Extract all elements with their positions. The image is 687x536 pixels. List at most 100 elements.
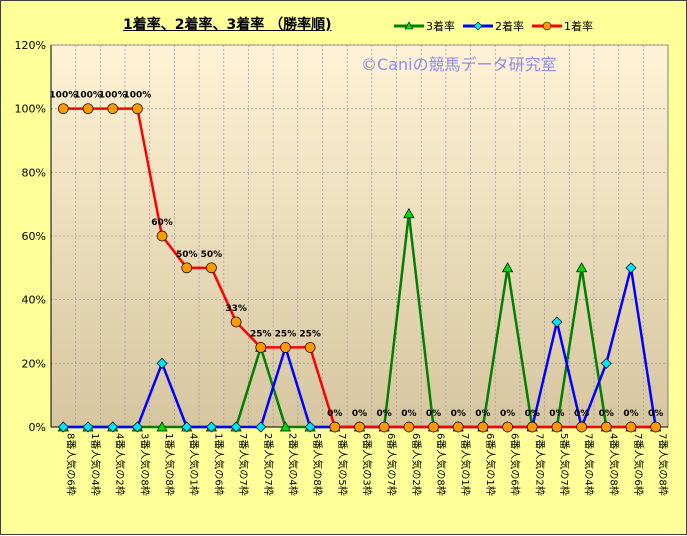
data-point-circle [206, 262, 217, 274]
data-label: 0% [549, 409, 564, 419]
x-tick-label: 7番人気の1枠 [459, 433, 472, 496]
data-point-circle [304, 342, 316, 353]
data-label: 0% [451, 409, 466, 419]
circle-marker-icon [532, 21, 562, 31]
x-tick-label: 6番人気の7枠 [385, 433, 398, 496]
legend-item-3chaku: 3着率 [394, 18, 455, 34]
data-point-circle [650, 421, 662, 433]
data-point-diamond [82, 421, 94, 433]
data-point-circle [576, 421, 587, 433]
data-point-circle [625, 421, 637, 433]
x-tick-label: 4番人気の8枠 [607, 433, 620, 496]
y-tick-label: 80% [22, 166, 46, 179]
data-point-diamond [181, 421, 193, 433]
data-label: 50% [176, 250, 198, 260]
legend: 3着率 2着率 1着率 [394, 18, 593, 34]
legend-label: 1着率 [564, 20, 593, 33]
data-label: 0% [648, 409, 663, 419]
watermark: ©Caniの競馬データ研究室 [361, 55, 557, 74]
data-label: 0% [352, 409, 367, 419]
data-point-diamond [57, 421, 69, 433]
data-label: 0% [525, 409, 540, 419]
x-tick-label: 6番人気の2枠 [410, 433, 423, 496]
data-label: 25% [275, 329, 297, 339]
data-point-circle [57, 103, 69, 115]
legend-item-2chaku: 2着率 [463, 18, 524, 34]
diamond-marker-icon [463, 21, 493, 31]
data-point-circle [82, 103, 94, 115]
data-point-triangle [156, 421, 168, 432]
y-tick-label: 40% [22, 294, 46, 307]
data-label: 0% [327, 409, 342, 419]
data-label: 60% [151, 218, 173, 228]
data-point-circle [230, 316, 242, 328]
data-point-circle [255, 342, 267, 353]
data-point-diamond [156, 357, 168, 369]
data-point-circle [156, 230, 168, 242]
data-label: 0% [599, 409, 614, 419]
data-point-circle [107, 103, 119, 115]
x-tick-label: 6番人気の8枠 [435, 433, 448, 496]
data-point-diamond [551, 316, 563, 328]
data-label: 50% [201, 250, 223, 260]
x-tick-label: 1番人気の6枠 [212, 433, 225, 496]
data-point-diamond [131, 421, 143, 433]
data-label: 100% [123, 91, 151, 101]
y-tick-label: 0% [29, 421, 46, 434]
chart-title: 1着率、2着率、3着率 （勝率順) [123, 17, 332, 33]
data-label: 0% [500, 409, 515, 419]
x-tick-label: 6番人気の3枠 [361, 433, 374, 496]
data-point-triangle [501, 262, 514, 273]
data-label: 33% [225, 304, 247, 314]
y-tick-label: 60% [22, 230, 46, 243]
data-point-diamond [205, 421, 217, 433]
x-tick-label: 1番人気の8枠 [163, 433, 176, 496]
legend-label: 3着率 [426, 20, 455, 33]
x-tick-label: 8番人気の6枠 [64, 433, 77, 496]
data-label: 100% [49, 91, 77, 101]
x-tick-label: 5番人気の8枠 [311, 433, 324, 496]
data-point-diamond [304, 421, 316, 433]
x-tick-label: 7番人気の5枠 [336, 433, 349, 496]
data-label: 100% [74, 91, 102, 101]
data-label: 25% [299, 329, 321, 339]
data-point-circle [502, 421, 513, 433]
data-point-circle [600, 421, 612, 433]
y-tick-label: 120% [15, 39, 46, 52]
x-tick-label: 1番人気の4枠 [89, 433, 102, 496]
y-tick-label: 20% [22, 357, 46, 370]
data-point-circle [132, 103, 143, 115]
y-tick-label: 100% [15, 103, 46, 116]
data-label: 0% [475, 409, 490, 419]
x-tick-label: 3番人気の8枠 [138, 433, 151, 496]
data-point-circle [354, 421, 365, 433]
x-tick-label: 6番人気の6枠 [509, 433, 522, 496]
data-point-diamond [625, 262, 637, 274]
x-tick-label: 2番人気の7枠 [262, 433, 275, 496]
data-label: 100% [99, 91, 127, 101]
legend-item-1chaku: 1着率 [532, 18, 593, 34]
x-tick-label: 4番人気の2枠 [114, 433, 127, 496]
data-point-diamond [230, 421, 242, 433]
data-label: 0% [377, 409, 392, 419]
data-point-circle [477, 421, 489, 433]
data-label: 0% [401, 409, 416, 419]
data-point-circle [551, 421, 563, 433]
data-point-diamond [255, 421, 267, 433]
data-point-circle [378, 421, 390, 433]
x-tick-label: 7番人気の6枠 [632, 433, 645, 496]
x-tick-label: 5番人気の7枠 [558, 433, 571, 496]
data-point-circle [329, 421, 341, 433]
x-tick-label: 7番人気の2枠 [533, 433, 546, 496]
data-point-circle [428, 421, 439, 433]
data-point-triangle [279, 421, 292, 432]
data-label: 0% [426, 409, 441, 419]
legend-label: 2着率 [495, 20, 524, 33]
x-tick-label: 4番人気の1枠 [188, 433, 201, 496]
data-point-circle [280, 342, 291, 353]
x-tick-label: 6番人気の1枠 [484, 433, 497, 496]
triangle-marker-icon [394, 21, 424, 30]
data-point-diamond [600, 357, 612, 369]
